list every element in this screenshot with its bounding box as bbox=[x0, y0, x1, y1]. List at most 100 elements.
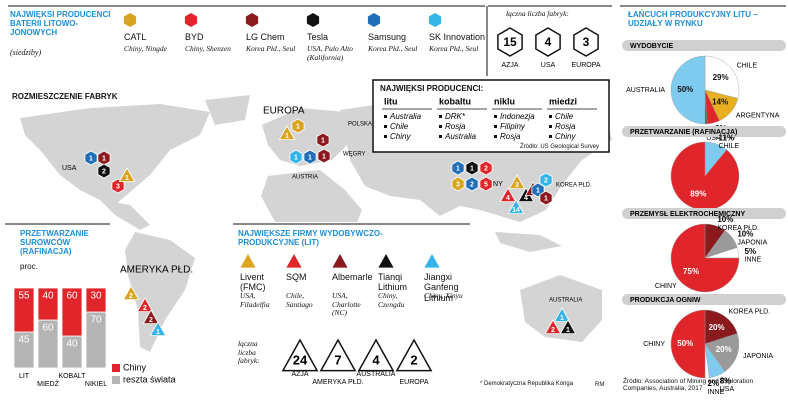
factory-marker bbox=[465, 160, 479, 176]
factory-marker bbox=[303, 149, 317, 165]
factory-marker bbox=[479, 176, 493, 192]
continent bbox=[205, 95, 250, 125]
column-item: Rosja bbox=[500, 132, 521, 141]
bullet bbox=[439, 115, 442, 118]
pie-value: 20% bbox=[709, 323, 725, 332]
pie-slice bbox=[670, 55, 706, 125]
bar-subtitle: proc. bbox=[20, 262, 38, 271]
company-icon bbox=[286, 254, 302, 268]
header-title: NAJWIĘKSI PRODUCENCI BATERII LITOWO-JONO… bbox=[10, 10, 111, 38]
column-item: Chile bbox=[555, 112, 574, 121]
bullet bbox=[439, 125, 442, 128]
producer-name: Samsung bbox=[368, 32, 407, 42]
bar-segment bbox=[13, 287, 35, 333]
factory-count: 2 bbox=[410, 352, 417, 367]
mining-factories-label: łączna liczba fabryk: bbox=[238, 339, 260, 366]
factory-marker bbox=[149, 321, 167, 336]
x-tick-label: NIKIEL bbox=[85, 381, 107, 388]
pie-category: JAPONIA bbox=[737, 239, 767, 246]
pie-value: 5% bbox=[745, 247, 757, 256]
header-subtitle: (siedziby) bbox=[10, 48, 42, 57]
producers-source: Źródło: US Geological Survey bbox=[520, 144, 600, 150]
factory-marker bbox=[559, 319, 577, 334]
factory-marker-label: 1 bbox=[125, 175, 129, 182]
pie-category: INNE bbox=[745, 257, 762, 264]
producer-location: USA, Palo Alto (Kalifornia) bbox=[307, 44, 353, 62]
company-location: Chile, Santiago bbox=[286, 291, 313, 309]
factory-marker-label: 1 bbox=[536, 187, 540, 194]
factory-marker bbox=[289, 149, 303, 165]
factory-region: AZJA bbox=[291, 371, 308, 378]
column-name: litu bbox=[384, 96, 398, 106]
factory-marker-label: 2 bbox=[129, 293, 133, 300]
factory-marker bbox=[465, 176, 479, 192]
factory-marker-label: 1 bbox=[456, 165, 460, 172]
legend-swatch bbox=[112, 376, 120, 384]
factory-marker-label: 1 bbox=[102, 155, 106, 162]
producer-icon bbox=[184, 13, 198, 27]
pie-category: CHINY bbox=[715, 134, 737, 141]
factory-region: EUROPA bbox=[571, 62, 600, 69]
continent bbox=[125, 232, 195, 352]
factory-marker bbox=[97, 163, 111, 179]
producers-box bbox=[372, 79, 610, 153]
producer-name: Tesla bbox=[307, 32, 329, 42]
factory-marker-label: 1 bbox=[285, 133, 289, 140]
continent bbox=[20, 104, 210, 205]
factory-marker-label: 14 bbox=[512, 207, 520, 214]
company-icon bbox=[378, 254, 394, 268]
producer-location: Chiny, Ningde bbox=[124, 44, 167, 53]
factory-marker bbox=[479, 160, 493, 176]
producer-location: Chiny, Shenzen bbox=[185, 44, 231, 53]
factory-hex bbox=[497, 27, 523, 57]
factories-label: łączna liczba fabryk: bbox=[506, 9, 569, 18]
factory-triangle bbox=[395, 338, 433, 372]
pie-slice bbox=[670, 141, 740, 211]
factory-triangle bbox=[357, 338, 395, 372]
column-item: Australia bbox=[444, 132, 477, 141]
mining-title: NAJWIĘKSZE FIRMY WYDOBYWCZO-PRODUKCYJNE … bbox=[238, 229, 383, 248]
bullet bbox=[549, 115, 552, 118]
pie-category: CHINY bbox=[655, 283, 677, 290]
region-label: KOREA PŁD. bbox=[556, 183, 592, 189]
factory-hex bbox=[573, 27, 599, 57]
bar-value: 70 bbox=[90, 315, 102, 326]
factory-marker-label: 5 bbox=[484, 181, 488, 188]
producer-location: Korea Płd., Seul bbox=[368, 44, 418, 53]
company-icon bbox=[240, 254, 256, 268]
factory-marker bbox=[317, 148, 331, 164]
bullet bbox=[384, 135, 387, 138]
bullet bbox=[384, 115, 387, 118]
region-label: AUSTRALIA bbox=[549, 298, 582, 304]
factory-marker-label: 2 bbox=[102, 168, 106, 175]
company-name: Jiangxi Ganfeng Lithium bbox=[424, 272, 459, 303]
x-tick-label: MIEDŹ bbox=[37, 379, 60, 388]
pie-title: WYDOBYCIE bbox=[630, 43, 674, 50]
pie-value: 14% bbox=[712, 98, 728, 107]
pie-category: JAPONIA bbox=[743, 353, 773, 360]
factory-marker bbox=[553, 307, 571, 322]
region-label: EUROPA bbox=[263, 106, 305, 117]
factory-marker-label: 4 bbox=[524, 195, 528, 202]
factory-count: 15 bbox=[503, 35, 517, 49]
factory-marker-label: 2 bbox=[544, 177, 548, 184]
producer-icon bbox=[245, 13, 259, 27]
factory-marker bbox=[316, 132, 330, 148]
column-item: Indonezja bbox=[500, 112, 535, 121]
pie-value: 8% bbox=[720, 376, 732, 385]
column-item: Australia bbox=[389, 112, 422, 121]
factory-marker-label: 2 bbox=[149, 317, 153, 324]
company-location: Chiny, Czengdu bbox=[378, 291, 405, 309]
factory-marker bbox=[111, 178, 125, 194]
column-name: miedzi bbox=[549, 96, 577, 106]
legend-swatch bbox=[112, 364, 120, 372]
chain-source: Źródło: Association of Mining and Explor… bbox=[623, 378, 754, 393]
bar-title: PRZETWARZANIE SUROWCÓW (RAFINACJA) bbox=[20, 229, 89, 257]
factory-marker-label: 2 bbox=[484, 165, 488, 172]
footnote: * Demokratyczna Republika Konga bbox=[480, 381, 574, 387]
bullet bbox=[549, 125, 552, 128]
factory-marker bbox=[507, 199, 525, 214]
factory-marker-label: 1 bbox=[308, 154, 312, 161]
region-label: AMERYKA PŁD. bbox=[120, 265, 193, 276]
